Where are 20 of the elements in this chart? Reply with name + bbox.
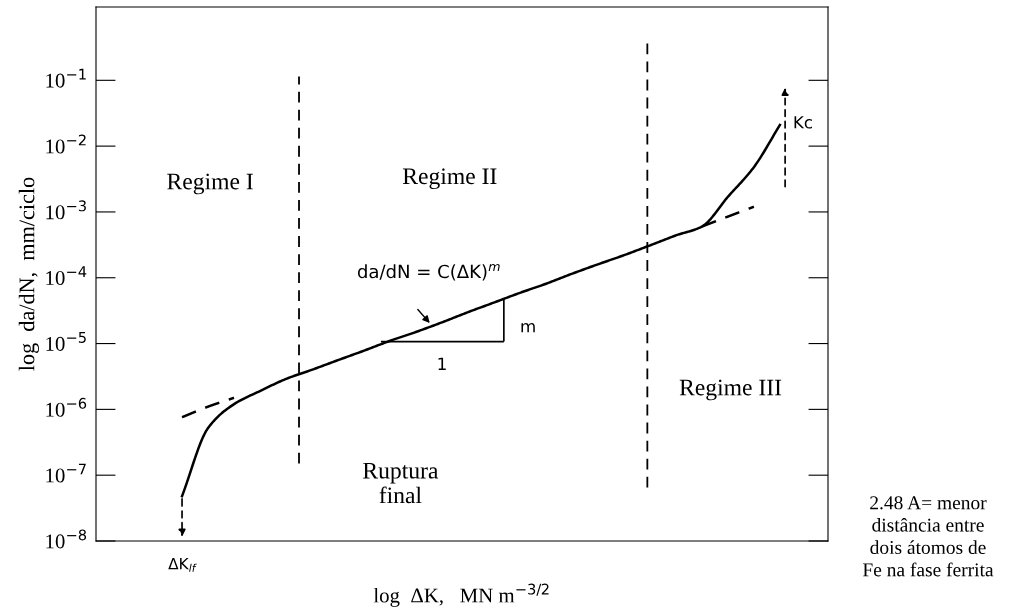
text: 2.48 A= menor distância entre dois átomos de Fe na fase ferrita xyxy=(862,496,994,577)
annotation: da/dN = C(ΔK)$^{m}$ xyxy=(357,264,500,281)
y-tick-label: 10$^{−2}$ xyxy=(46,134,86,154)
annotation: Ruptura final xyxy=(363,462,439,504)
annotation: m xyxy=(521,323,535,333)
annotation: Regime III xyxy=(679,379,782,401)
y-tick-label: 10$^{−4}$ xyxy=(46,266,87,286)
x-axis-title: log ΔK, MN m$^{−3/2}$ xyxy=(373,583,549,607)
text: Kc xyxy=(794,116,812,129)
annotation: Regime I xyxy=(167,173,253,195)
annotation: 1 xyxy=(438,357,446,370)
y-tick-label: 10$^{−3}$ xyxy=(46,200,86,220)
annotation: Regime II xyxy=(402,168,497,190)
x-tick-label: ΔK$_{lf}$ xyxy=(168,558,197,572)
y-tick-label: 10$^{−8}$ xyxy=(46,529,87,549)
y-tick-label: 10$^{−7}$ xyxy=(46,463,86,483)
y-tick-label: 10$^{−1}$ xyxy=(46,68,86,88)
y-axis-title: log da/dN, mm/ciclo xyxy=(18,177,39,371)
y-tick-label: 10$^{−5}$ xyxy=(46,332,86,351)
y-tick-label: 10$^{−6}$ xyxy=(46,397,87,417)
